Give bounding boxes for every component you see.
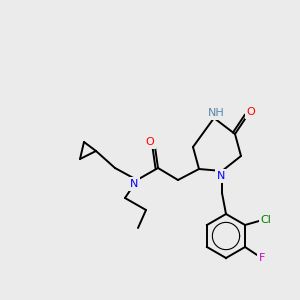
- Text: N: N: [217, 171, 225, 181]
- Text: O: O: [247, 107, 255, 117]
- Text: O: O: [146, 137, 154, 147]
- Text: Cl: Cl: [261, 215, 272, 225]
- Text: N: N: [130, 179, 138, 189]
- Text: F: F: [259, 253, 265, 263]
- Text: NH: NH: [208, 108, 224, 118]
